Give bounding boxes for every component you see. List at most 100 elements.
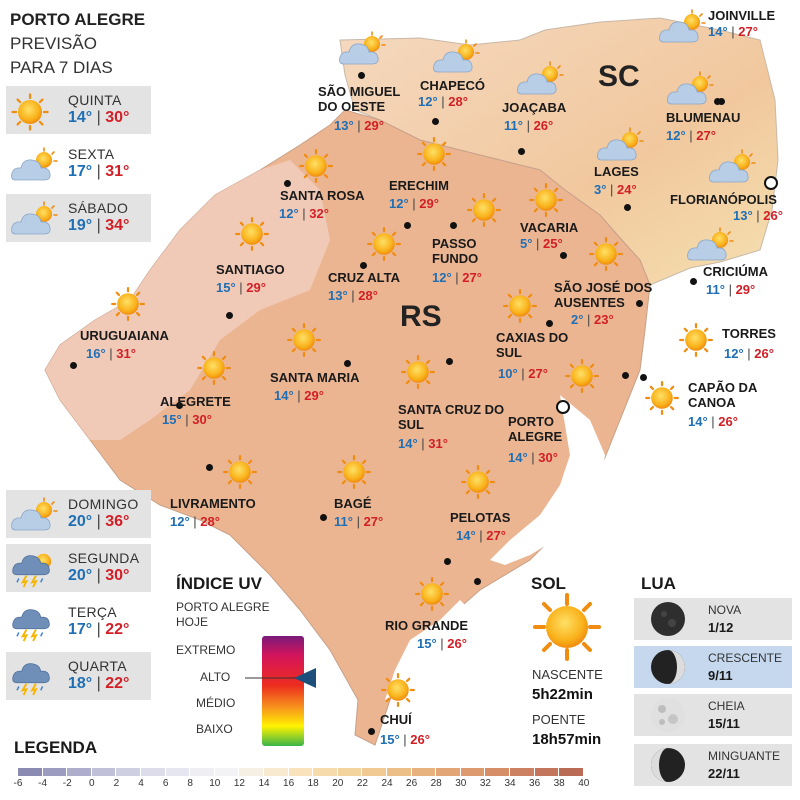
city-min: 5° bbox=[520, 236, 533, 251]
city-marker bbox=[344, 360, 351, 367]
sun-icon bbox=[564, 358, 599, 393]
city-temps: 12° | 32° bbox=[279, 206, 329, 221]
city-temps: 14° | 30° bbox=[508, 450, 558, 465]
city-min: 11° bbox=[334, 514, 353, 529]
city-name: SÃO MIGUEL DO OESTE bbox=[318, 84, 401, 114]
legend-tick: 32 bbox=[479, 778, 491, 789]
moon-phase-name: CHEIA bbox=[708, 699, 745, 713]
city-name: LAGES bbox=[594, 164, 639, 179]
city-temps: 15° | 29° bbox=[216, 280, 266, 295]
city-temps: 14° | 27° bbox=[456, 528, 506, 543]
city-min: 16° bbox=[86, 346, 106, 361]
city-marker bbox=[690, 278, 697, 285]
forecast-row: TERÇA 17° | 22° bbox=[6, 598, 151, 646]
partly-cloudy-icon bbox=[708, 148, 758, 186]
city-min: 12° bbox=[418, 94, 438, 109]
city-temps: 13° | 26° bbox=[733, 208, 783, 223]
sun-icon bbox=[10, 92, 64, 132]
city-marker bbox=[622, 372, 629, 379]
uv-subtitle-day: HOJE bbox=[176, 615, 209, 629]
legend-swatch bbox=[190, 768, 214, 776]
moon-crescent-icon bbox=[651, 650, 685, 684]
sun-icon bbox=[502, 288, 537, 323]
city-min: 10° bbox=[498, 366, 518, 381]
legend-swatch bbox=[288, 768, 313, 776]
legend-title: LEGENDA bbox=[14, 738, 98, 757]
city-marker bbox=[474, 578, 481, 585]
legend-tick: 38 bbox=[553, 778, 565, 789]
partly-cloudy-icon bbox=[10, 200, 64, 240]
city-name: PELOTAS bbox=[450, 510, 511, 525]
forecast-temps: 17° | 31° bbox=[68, 163, 130, 180]
forecast-day: QUARTA bbox=[68, 658, 127, 674]
city-marker bbox=[764, 176, 778, 190]
city-marker bbox=[206, 464, 213, 471]
city-name: JOINVILLE bbox=[708, 8, 776, 23]
moon-phase-date: 22/11 bbox=[708, 766, 740, 781]
partly-cloudy-icon bbox=[516, 60, 566, 98]
legend-swatch bbox=[239, 768, 263, 776]
forecast-row: SEXTA 17° | 31° bbox=[6, 140, 151, 188]
legend-swatch bbox=[91, 768, 116, 776]
city-min: 15° bbox=[216, 280, 236, 295]
city-min: 12° bbox=[724, 346, 744, 361]
city-max: 26° bbox=[447, 636, 467, 651]
forecast-temps: 20° | 36° bbox=[68, 513, 130, 530]
sun-icon bbox=[533, 593, 601, 661]
city-marker bbox=[444, 558, 451, 565]
uv-subtitle-location: PORTO ALEGRE bbox=[176, 600, 270, 614]
forecast-min: 20° bbox=[68, 513, 93, 530]
legend-tick: 6 bbox=[162, 778, 169, 789]
city-min: 15° bbox=[162, 412, 182, 427]
partly-cloudy-icon bbox=[10, 146, 64, 186]
legend-swatch bbox=[116, 768, 140, 776]
moon-full-icon bbox=[651, 698, 685, 732]
moon-phase-row: CHEIA 15/11 bbox=[634, 694, 792, 736]
city-temps: 12° | 28° bbox=[418, 94, 468, 109]
moon-phase-row: MINGUANTE 22/11 bbox=[634, 744, 792, 786]
forecast-day: DOMINGO bbox=[68, 496, 139, 512]
city-name: LIVRAMENTO bbox=[170, 496, 256, 511]
sun-storm-icon bbox=[10, 550, 64, 590]
legend-swatch bbox=[387, 768, 411, 776]
city-max: 27° bbox=[462, 270, 482, 285]
city-marker bbox=[226, 312, 233, 319]
city-marker bbox=[546, 320, 553, 327]
city-max: 29° bbox=[246, 280, 266, 295]
city-max: 29° bbox=[735, 282, 756, 297]
legend-tick: 14 bbox=[258, 778, 270, 789]
city-temps: 3° | 24° bbox=[594, 182, 637, 197]
legend-tick: 34 bbox=[504, 778, 516, 789]
city-temps: 5° | 25° bbox=[520, 236, 563, 251]
city-min: 14° bbox=[398, 436, 418, 451]
forecast-max: 30° bbox=[105, 109, 130, 126]
city-min: 13° bbox=[328, 288, 348, 303]
city-marker bbox=[556, 400, 570, 414]
legend-swatch bbox=[67, 768, 91, 776]
city-name: BAGÉ bbox=[334, 496, 372, 511]
legend-tick: 10 bbox=[209, 778, 221, 789]
city-max: 31° bbox=[116, 346, 136, 361]
city-marker bbox=[640, 374, 647, 381]
city-name: URUGUAIANA bbox=[80, 328, 169, 343]
sun-icon bbox=[528, 182, 563, 217]
city-marker bbox=[176, 402, 183, 409]
city-marker bbox=[714, 98, 721, 105]
partly-cloudy-icon bbox=[686, 226, 736, 264]
city-min: 12° bbox=[666, 128, 686, 143]
sun-icon bbox=[366, 226, 401, 261]
partly-cloudy-icon bbox=[338, 30, 388, 68]
forecast-row: QUINTA 14° | 30° bbox=[6, 86, 151, 134]
forecast-temps: 20° | 30° bbox=[68, 567, 130, 584]
city-min: 12° bbox=[389, 196, 409, 211]
city-max: 26° bbox=[763, 208, 783, 223]
city-temps: 12° | 27° bbox=[666, 128, 716, 143]
city-temps: 10° | 27° bbox=[498, 366, 548, 381]
city-marker bbox=[432, 118, 439, 125]
legend-tick: -2 bbox=[62, 778, 72, 789]
sunset-time: 18h57min bbox=[532, 731, 602, 748]
city-max: 26° bbox=[533, 118, 554, 133]
city-max: 30° bbox=[192, 412, 212, 427]
sun-title: SOL bbox=[531, 574, 566, 593]
